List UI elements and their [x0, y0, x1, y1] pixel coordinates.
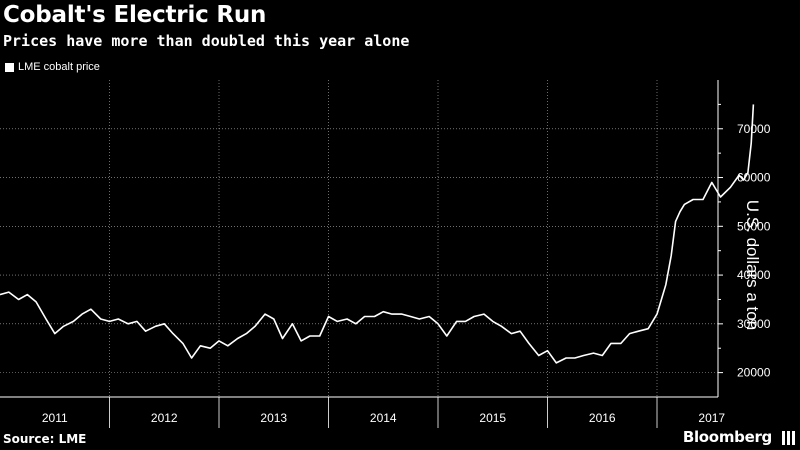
x-tick-label: 2014 [370, 411, 397, 425]
x-tick-label: 2016 [589, 411, 616, 425]
x-tick-label: 2013 [260, 411, 287, 425]
x-tick-label: 2015 [479, 411, 506, 425]
bloomberg-brand: Bloomberg [682, 428, 772, 446]
y-tick-label: 40000 [737, 268, 771, 282]
chart-subtitle: Prices have more than doubled this year … [3, 32, 410, 50]
x-tick-label: 2012 [151, 411, 178, 425]
y-tick-label: 60000 [737, 171, 771, 185]
x-tick-label: 2017 [698, 411, 725, 425]
chart-title: Cobalt's Electric Run [3, 2, 267, 28]
legend-label: LME cobalt price [18, 61, 100, 73]
y-tick-label: 50000 [737, 219, 771, 233]
series-line [0, 104, 755, 364]
y-tick-label: 70000 [737, 122, 771, 136]
x-tick-label: 2011 [42, 411, 68, 425]
bloomberg-logo-icon [782, 431, 798, 445]
y-axis-label: U.S. dollars a ton [743, 199, 762, 331]
y-tick-label: 30000 [737, 317, 771, 331]
legend-swatch [5, 62, 14, 72]
y-tick-label: 20000 [737, 366, 771, 380]
source-note: Source: LME [3, 432, 87, 446]
legend: LME cobalt price [5, 61, 100, 73]
